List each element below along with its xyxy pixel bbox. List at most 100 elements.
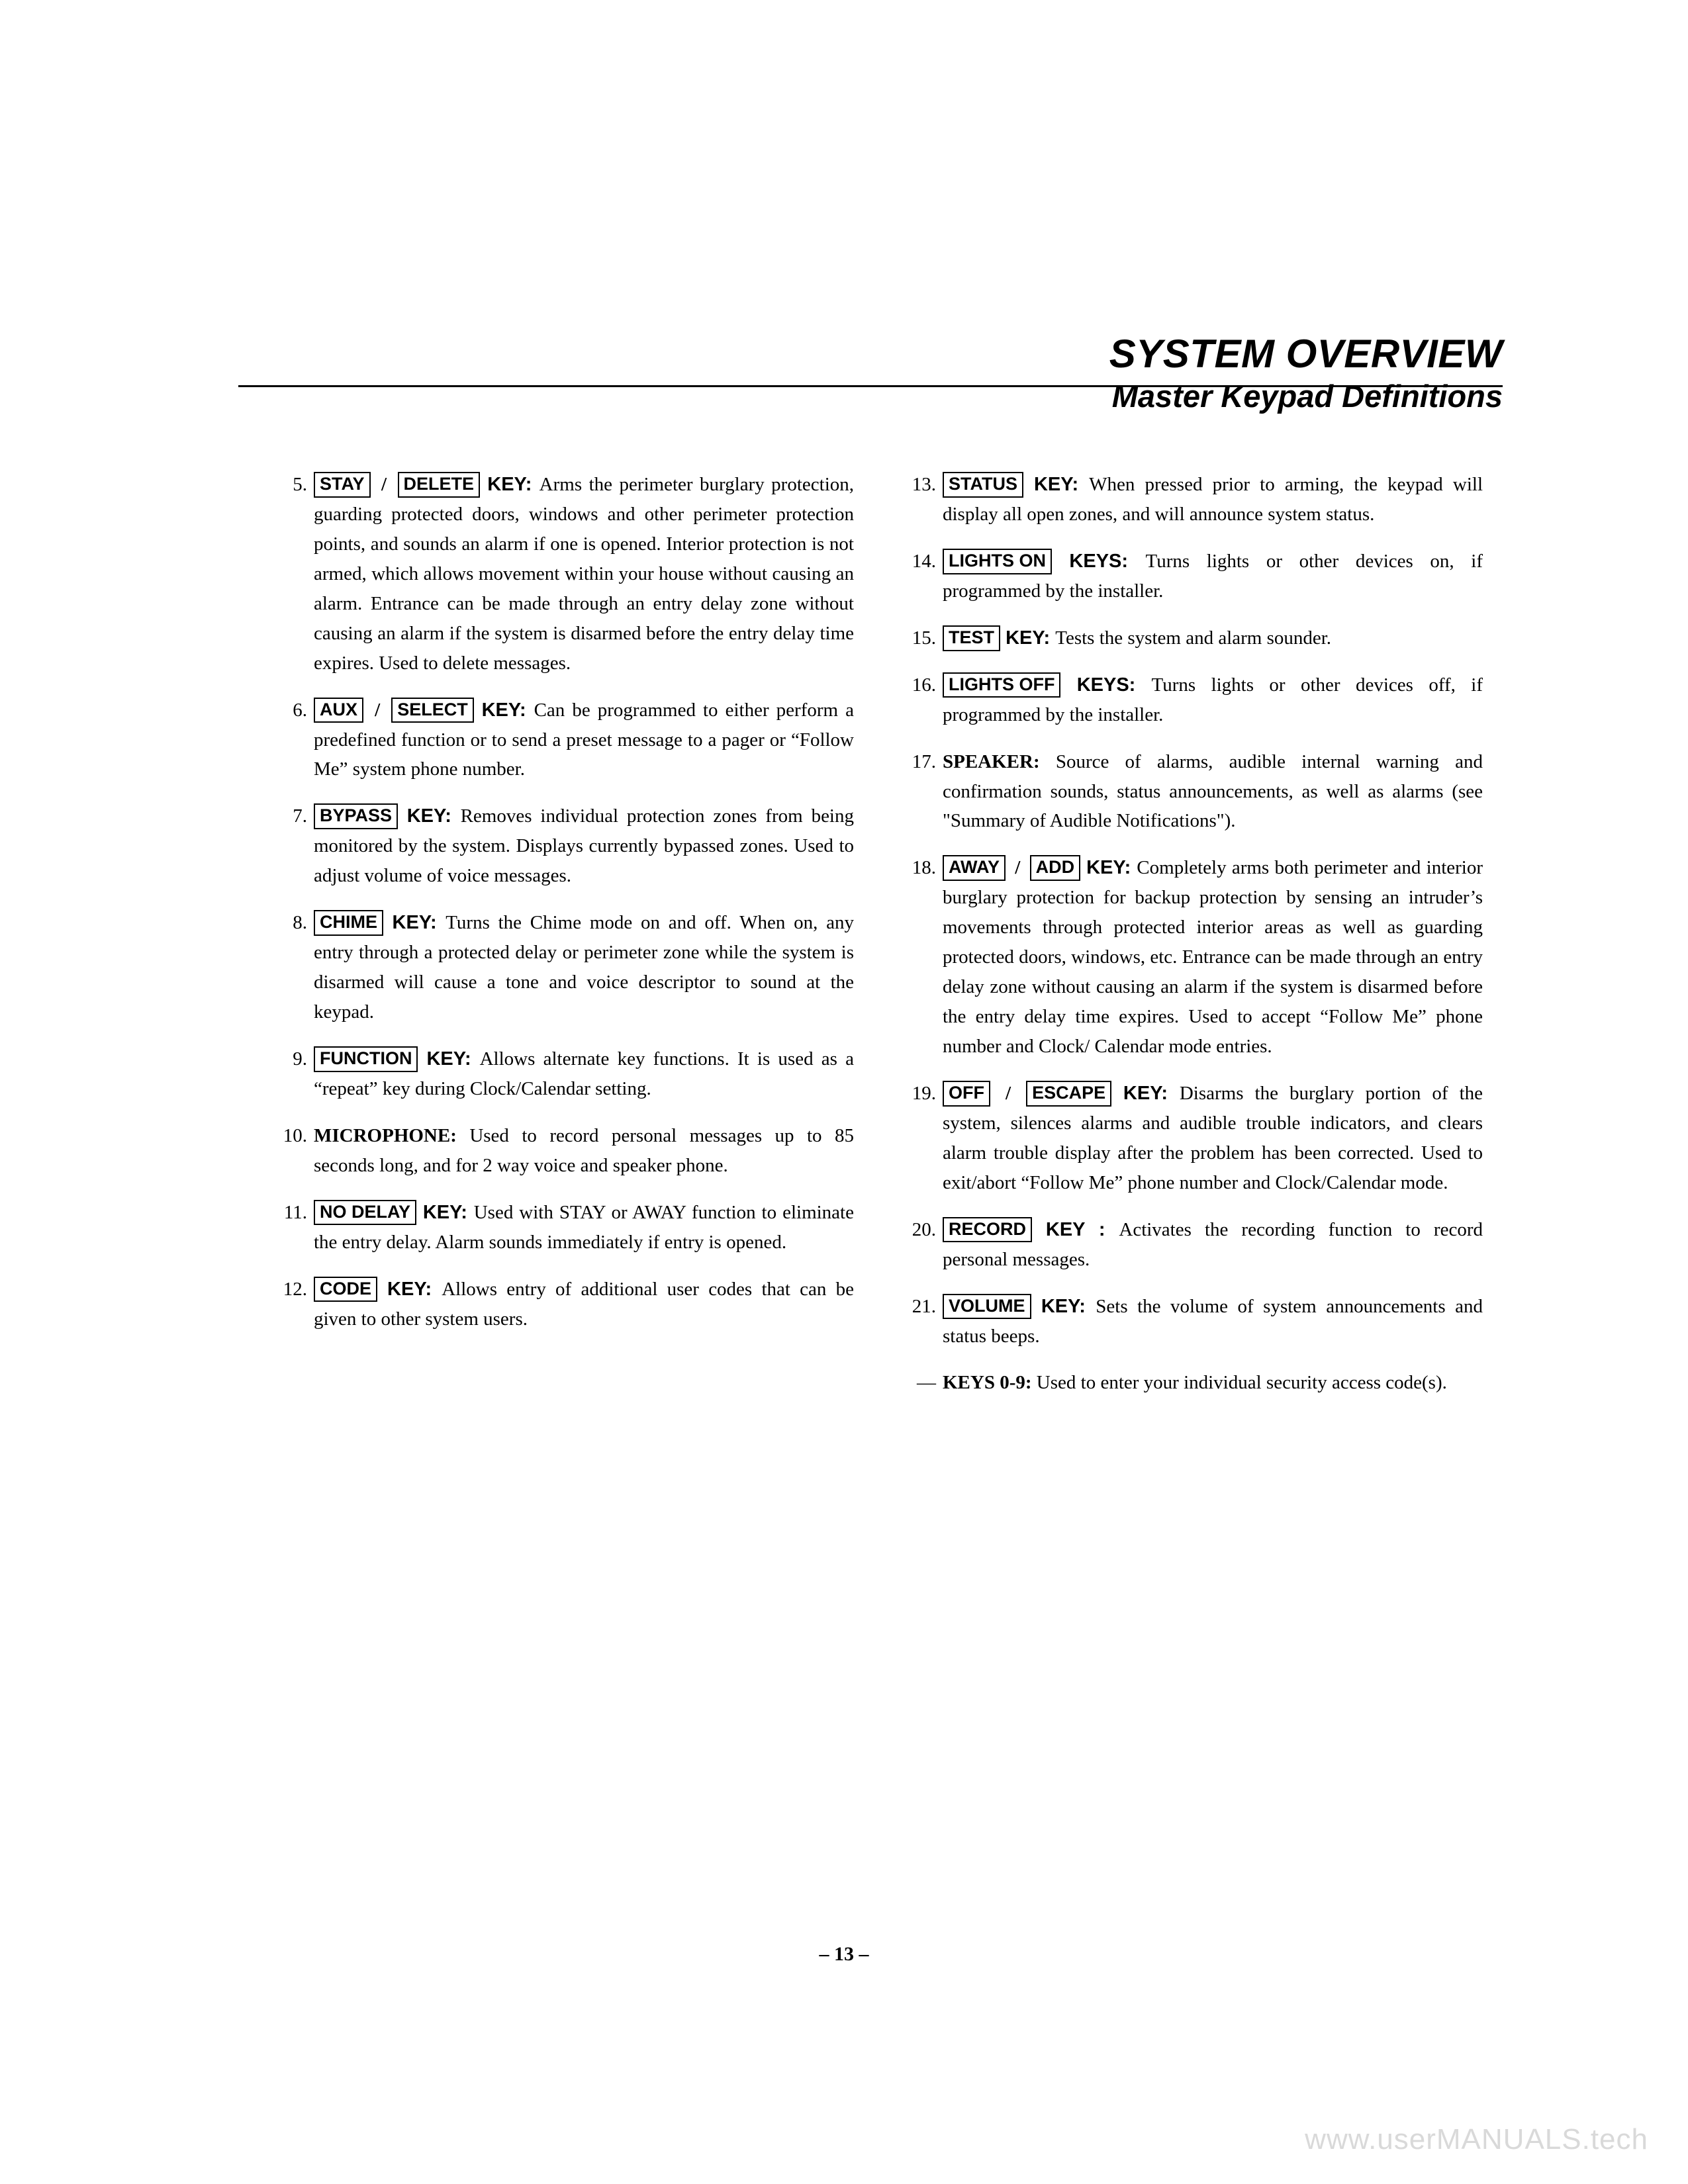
item-body: STAY / DELETE KEY: Arms the perimeter bu… — [314, 470, 854, 678]
watermark: www.userMANUALS.tech — [1305, 2123, 1648, 2156]
key-label: KEY: — [377, 1279, 442, 1300]
item-body: RECORD KEY : Activates the recording fun… — [943, 1215, 1483, 1275]
key-box: CHIME — [314, 910, 383, 936]
key-box: NO DELAY — [314, 1200, 416, 1226]
key-box: STATUS — [943, 472, 1023, 498]
list-item: 20.RECORD KEY : Activates the recording … — [900, 1215, 1483, 1275]
key-label: KEY: — [1111, 1083, 1180, 1104]
item-body: LIGHTS OFF KEYS: Turns lights or other d… — [943, 670, 1483, 730]
item-number: 19. — [900, 1079, 943, 1198]
key-box: OFF — [943, 1081, 990, 1107]
key-label: KEY: — [418, 1048, 479, 1069]
document-page: SYSTEM OVERVIEW Master Keypad Definition… — [0, 0, 1688, 2184]
section-title: SYSTEM OVERVIEW — [1109, 331, 1503, 377]
item-number: 20. — [900, 1215, 943, 1275]
key-box: LIGHTS ON — [943, 549, 1052, 574]
bold-lead: MICROPHONE: — [314, 1125, 469, 1146]
key-label: KEY : — [1032, 1219, 1119, 1240]
key-box: LIGHTS OFF — [943, 672, 1060, 698]
item-body: FUNCTION KEY: Allows alternate key funct… — [314, 1044, 854, 1104]
item-body: NO DELAY KEY: Used with STAY or AWAY fun… — [314, 1198, 854, 1257]
page-number: – 13 – — [0, 1943, 1688, 1966]
key-label: KEY: — [416, 1202, 474, 1223]
item-body: CHIME KEY: Turns the Chime mode on and o… — [314, 908, 854, 1027]
list-item: 15.TEST KEY: Tests the system and alarm … — [900, 623, 1483, 653]
left-column: 5.STAY / DELETE KEY: Arms the perimeter … — [271, 470, 854, 1415]
item-body: OFF / ESCAPE KEY: Disarms the burglary p… — [943, 1079, 1483, 1198]
list-item: 5.STAY / DELETE KEY: Arms the perimeter … — [271, 470, 854, 678]
item-text: Disarms the burglary portion of the syst… — [943, 1083, 1483, 1193]
key-separator: / — [377, 470, 391, 500]
list-item: 17.SPEAKER: Source of alarms, audible in… — [900, 747, 1483, 837]
list-item: 19.OFF / ESCAPE KEY: Disarms the burglar… — [900, 1079, 1483, 1198]
key-label: KEY: — [383, 912, 445, 933]
item-body: AWAY / ADD KEY: Completely arms both per… — [943, 853, 1483, 1062]
item-body: CODE KEY: Allows entry of additional use… — [314, 1275, 854, 1334]
bold-lead: SPEAKER: — [943, 751, 1056, 772]
list-item: 18.AWAY / ADD KEY: Completely arms both … — [900, 853, 1483, 1062]
key-label: KEY: — [480, 474, 539, 495]
key-box: TEST — [943, 625, 1000, 651]
item-number: 6. — [271, 696, 314, 785]
section-subtitle: Master Keypad Definitions — [1109, 378, 1503, 414]
item-body: AUX / SELECT KEY: Can be programmed to e… — [314, 696, 854, 785]
key-box: BYPASS — [314, 803, 398, 829]
item-text: Used to enter your individual security a… — [1037, 1372, 1447, 1393]
key-box: VOLUME — [943, 1294, 1031, 1320]
list-item: 21.VOLUME KEY: Sets the volume of system… — [900, 1292, 1483, 1351]
key-box: CODE — [314, 1277, 377, 1302]
item-body: KEYS 0-9: Used to enter your individual … — [943, 1368, 1483, 1398]
page-header: SYSTEM OVERVIEW Master Keypad Definition… — [1109, 331, 1503, 414]
item-number: 14. — [900, 547, 943, 606]
list-item: 7.BYPASS KEY: Removes individual protect… — [271, 801, 854, 891]
content-columns: 5.STAY / DELETE KEY: Arms the perimeter … — [271, 470, 1483, 1415]
right-column: 13.STATUS KEY: When pressed prior to arm… — [900, 470, 1483, 1415]
item-number: 15. — [900, 623, 943, 653]
key-label: KEY: — [1000, 627, 1055, 649]
list-item: 8.CHIME KEY: Turns the Chime mode on and… — [271, 908, 854, 1027]
key-label: KEY: — [474, 700, 534, 721]
key-box: DELETE — [398, 472, 481, 498]
item-number: 18. — [900, 853, 943, 1062]
key-box: ADD — [1030, 855, 1081, 881]
item-number: 21. — [900, 1292, 943, 1351]
list-item: —KEYS 0-9: Used to enter your individual… — [900, 1368, 1483, 1398]
item-text: Completely arms both perimeter and inter… — [943, 857, 1483, 1057]
item-body: MICROPHONE: Used to record personal mess… — [314, 1121, 854, 1181]
item-body: VOLUME KEY: Sets the volume of system an… — [943, 1292, 1483, 1351]
key-box: STAY — [314, 472, 371, 498]
key-separator: / — [1011, 853, 1024, 883]
item-body: BYPASS KEY: Removes individual protectio… — [314, 801, 854, 891]
header-rule — [238, 385, 1503, 387]
key-box: SELECT — [391, 698, 474, 723]
key-separator: / — [371, 696, 384, 725]
list-item: 10.MICROPHONE: Used to record personal m… — [271, 1121, 854, 1181]
item-number: 9. — [271, 1044, 314, 1104]
key-label: KEYS: — [1060, 674, 1151, 696]
item-body: STATUS KEY: When pressed prior to arming… — [943, 470, 1483, 529]
item-number: 7. — [271, 801, 314, 891]
key-label: KEY: — [1031, 1296, 1096, 1317]
key-label: KEY: — [1023, 474, 1089, 495]
item-number: 13. — [900, 470, 943, 529]
key-label: KEY: — [1080, 857, 1137, 878]
item-number: 10. — [271, 1121, 314, 1181]
item-body: LIGHTS ON KEYS: Turns lights or other de… — [943, 547, 1483, 606]
item-body: TEST KEY: Tests the system and alarm sou… — [943, 623, 1483, 653]
key-box: AWAY — [943, 855, 1006, 881]
list-item: 14.LIGHTS ON KEYS: Turns lights or other… — [900, 547, 1483, 606]
item-number: — — [900, 1368, 943, 1398]
key-box: RECORD — [943, 1217, 1032, 1243]
key-label: KEYS: — [1052, 551, 1146, 572]
item-number: 5. — [271, 470, 314, 678]
item-number: 11. — [271, 1198, 314, 1257]
list-item: 11.NO DELAY KEY: Used with STAY or AWAY … — [271, 1198, 854, 1257]
key-separator: / — [1002, 1079, 1015, 1109]
item-number: 16. — [900, 670, 943, 730]
bold-lead: KEYS 0-9: — [943, 1372, 1037, 1393]
item-number: 12. — [271, 1275, 314, 1334]
item-text: Arms the perimeter burglary protection, … — [314, 474, 854, 674]
list-item: 12.CODE KEY: Allows entry of additional … — [271, 1275, 854, 1334]
key-label: KEY: — [398, 805, 461, 827]
list-item: 6.AUX / SELECT KEY: Can be programmed to… — [271, 696, 854, 785]
